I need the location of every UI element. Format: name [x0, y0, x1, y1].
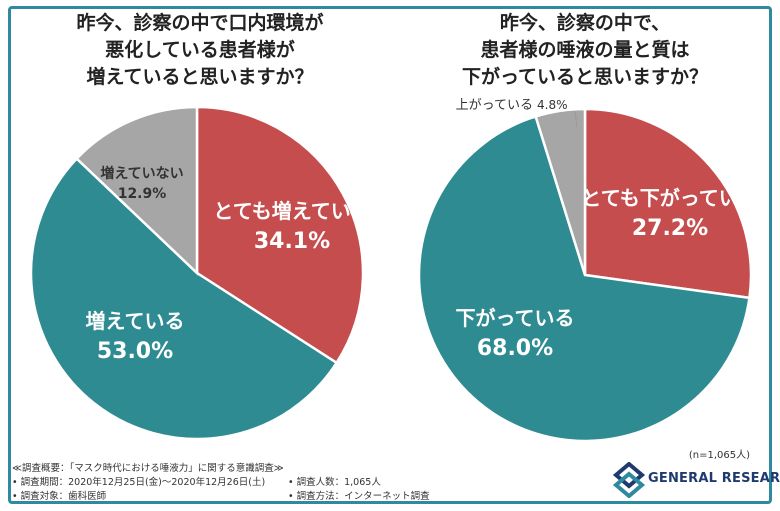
pie1-value-2: 53.0% [97, 339, 173, 364]
survey-period: • 調査期間：2020年12月25日(金)〜2020年12月26日(土) [12, 477, 266, 488]
pie2-value-2: 68.0% [477, 336, 553, 361]
right-title-line-2: 患者様の唾液の量と質は [480, 39, 690, 61]
brand-logo: GENERAL RESEARCH [612, 461, 780, 499]
pie1-value-1: 34.1% [254, 229, 330, 254]
pie1-slice-2 [29, 156, 339, 441]
pie2-label-3: 上がっている [456, 98, 533, 113]
left-title-line-2: 悪化している患者様が [105, 39, 295, 61]
pie1-label-1: とても増えている [213, 199, 370, 223]
right-chart-title: 昨今、診察の中で、 患者様の唾液の量と質は 下がっていると思いますか？ [420, 10, 750, 91]
brand-name: GENERAL RESEARCH [648, 471, 780, 486]
pie2-value-1: 27.2% [632, 216, 708, 241]
pie2-label-2: 下がっている [456, 306, 575, 330]
pie2-slice-3 [534, 107, 587, 276]
survey-summary: ≪調査概要：「マスク時代における唾液力」に関する意識調査≫ [12, 463, 284, 474]
pie2-value-3: 4.8% [537, 98, 568, 112]
pie1-value-3: 12.9% [118, 186, 167, 202]
pie1-label-3: 増えていない [100, 165, 183, 182]
pie2-leader-line [574, 110, 578, 128]
survey-target: • 調査対象：歯科医師 [12, 491, 107, 502]
brand-mark-icon [612, 461, 646, 499]
sample-size-note: (n=1,065人) [688, 450, 750, 461]
right-title-line-3: 下がっていると思いますか？ [461, 66, 709, 88]
survey-method: • 調査方法：インターネット調査 [288, 491, 430, 502]
left-title-line-3: 増えていると思いますか？ [86, 66, 314, 88]
right-title-line-1: 昨今、診察の中で、 [499, 12, 671, 34]
survey-count: • 調査人数：1,065人 [288, 477, 381, 488]
pie1-slice-3 [74, 105, 199, 276]
left-chart-title: 昨今、診察の中で口内環境が 悪化している患者様が 増えていると思いますか？ [40, 10, 360, 91]
chart-frame [8, 6, 772, 504]
pie2-slice-1 [583, 107, 753, 300]
left-title-line-1: 昨今、診察の中で口内環境が [76, 12, 324, 34]
pie2-slice-2 [417, 114, 751, 443]
pie2-label-1: とても下がっている [581, 186, 758, 210]
pie1-label-2: 増えている [86, 309, 185, 333]
